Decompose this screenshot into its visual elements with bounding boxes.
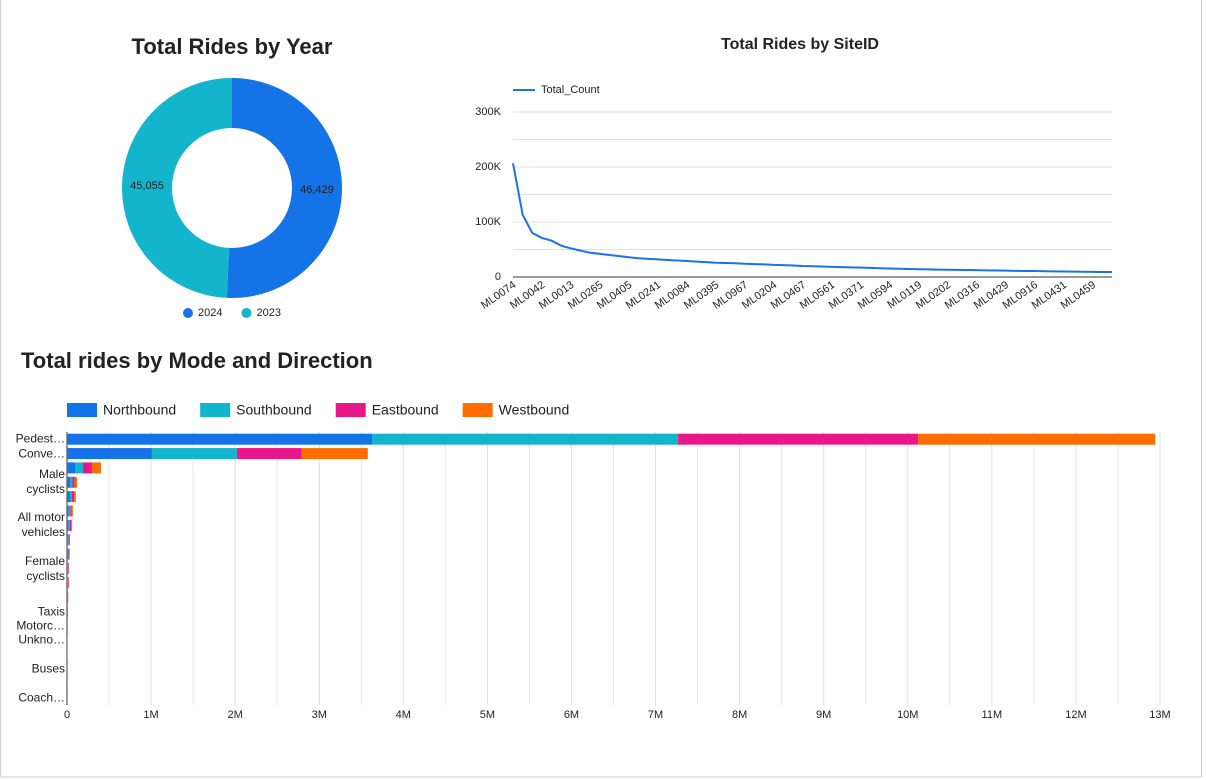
legend-swatch (335, 403, 366, 417)
bar-segment (236, 448, 302, 460)
bar-segment (72, 476, 75, 488)
y-tick-label: Male cyclists (26, 467, 65, 497)
legend-label: Total_Count (541, 84, 600, 96)
pie-slice (226, 78, 343, 298)
legend-label: Southbound (236, 402, 312, 418)
slice-label: 46,429 (300, 184, 334, 196)
bar-segment (68, 505, 71, 517)
bar-segment (67, 433, 373, 445)
y-tick-label: 300K (475, 106, 501, 118)
bar-title: Total rides by Mode and Direction (21, 348, 373, 373)
legend-swatch (67, 403, 97, 417)
bar-segment (67, 577, 68, 589)
bar-segment (74, 462, 83, 474)
legend-swatch (462, 403, 493, 417)
x-tick-label: 2M (228, 709, 243, 721)
y-tick-label: Taxis (37, 604, 65, 619)
bar-segment (67, 563, 68, 574)
bar-segment (678, 433, 919, 445)
x-tick-label: 3M (312, 709, 327, 721)
bar-segment (82, 462, 92, 474)
x-tick-label: 10M (897, 709, 918, 721)
bar-segment (69, 491, 73, 503)
bar-segment (67, 563, 69, 574)
x-tick-label: 11M (982, 709, 1003, 721)
y-tick-label: Pedest… (15, 431, 65, 446)
bar-segment (67, 534, 69, 546)
bar-segment (68, 577, 69, 589)
bar-segment (71, 505, 73, 517)
bar-segment (372, 433, 679, 445)
bar-segment (69, 519, 72, 531)
bar-segment (67, 548, 68, 560)
y-tick-label: 0 (495, 271, 501, 283)
pie-slice (122, 78, 232, 298)
pie-title: Total Rides by Year (132, 34, 333, 59)
y-tick-label: 200K (475, 161, 501, 173)
y-tick-label: Unkno… (18, 632, 65, 647)
legend-swatch (241, 308, 252, 318)
line-series (512, 162, 1113, 274)
bar-segment (67, 505, 69, 517)
legend-label: Westbound (499, 402, 570, 418)
bar-segment (68, 563, 69, 574)
bar-segment (70, 476, 73, 488)
bar-segment (67, 448, 152, 460)
bar-segment (67, 462, 75, 474)
bar-segment (72, 491, 75, 503)
y-tick-label: Female cyclists (24, 553, 65, 583)
bar-segment (67, 548, 69, 560)
y-tick-label: All motor vehicles (17, 510, 65, 540)
x-tick-label: 6M (564, 709, 579, 721)
x-tick-label: 13M (1149, 709, 1170, 721)
bar-segment (67, 491, 70, 503)
x-tick-label: 4M (396, 709, 411, 721)
y-tick-label: Coach… (18, 690, 65, 705)
legend-label: 2024 (198, 307, 222, 319)
x-tick-label: 12M (1065, 709, 1086, 721)
bar-segment (68, 548, 70, 560)
slice-label: 45,055 (130, 180, 164, 192)
bar-segment (91, 462, 101, 474)
x-tick-label: 0 (64, 709, 70, 721)
bar-segment (68, 519, 70, 531)
legend-label: Eastbound (372, 402, 439, 418)
legend-label: Northbound (103, 402, 176, 418)
bar-segment (67, 476, 71, 488)
legend-label: 2023 (256, 307, 280, 319)
y-tick-label: Motorc… (16, 618, 65, 633)
legend-swatch (183, 308, 193, 318)
x-tick-label: 1M (143, 709, 158, 721)
bar-segment (67, 534, 68, 546)
bar-segment (71, 519, 73, 531)
y-tick-label: Buses (31, 661, 65, 676)
bar-segment (67, 577, 69, 589)
x-tick-label: 5M (480, 709, 495, 721)
bar-segment (68, 534, 70, 546)
bar-segment (918, 433, 1156, 445)
line-title: Total Rides by SiteID (721, 36, 879, 53)
legend-swatch (200, 403, 231, 417)
bar-segment (67, 519, 69, 531)
x-tick-label: 7M (648, 709, 663, 721)
bar-segment (151, 448, 237, 460)
x-tick-label: 9M (816, 709, 831, 721)
bar-segment (74, 476, 78, 488)
y-tick-label: 100K (475, 216, 501, 228)
x-tick-label: 8M (732, 709, 747, 721)
bar-segment (301, 448, 368, 460)
bar-segment (70, 505, 72, 517)
bar-segment (74, 491, 76, 503)
y-tick-label: Conve… (18, 446, 65, 461)
